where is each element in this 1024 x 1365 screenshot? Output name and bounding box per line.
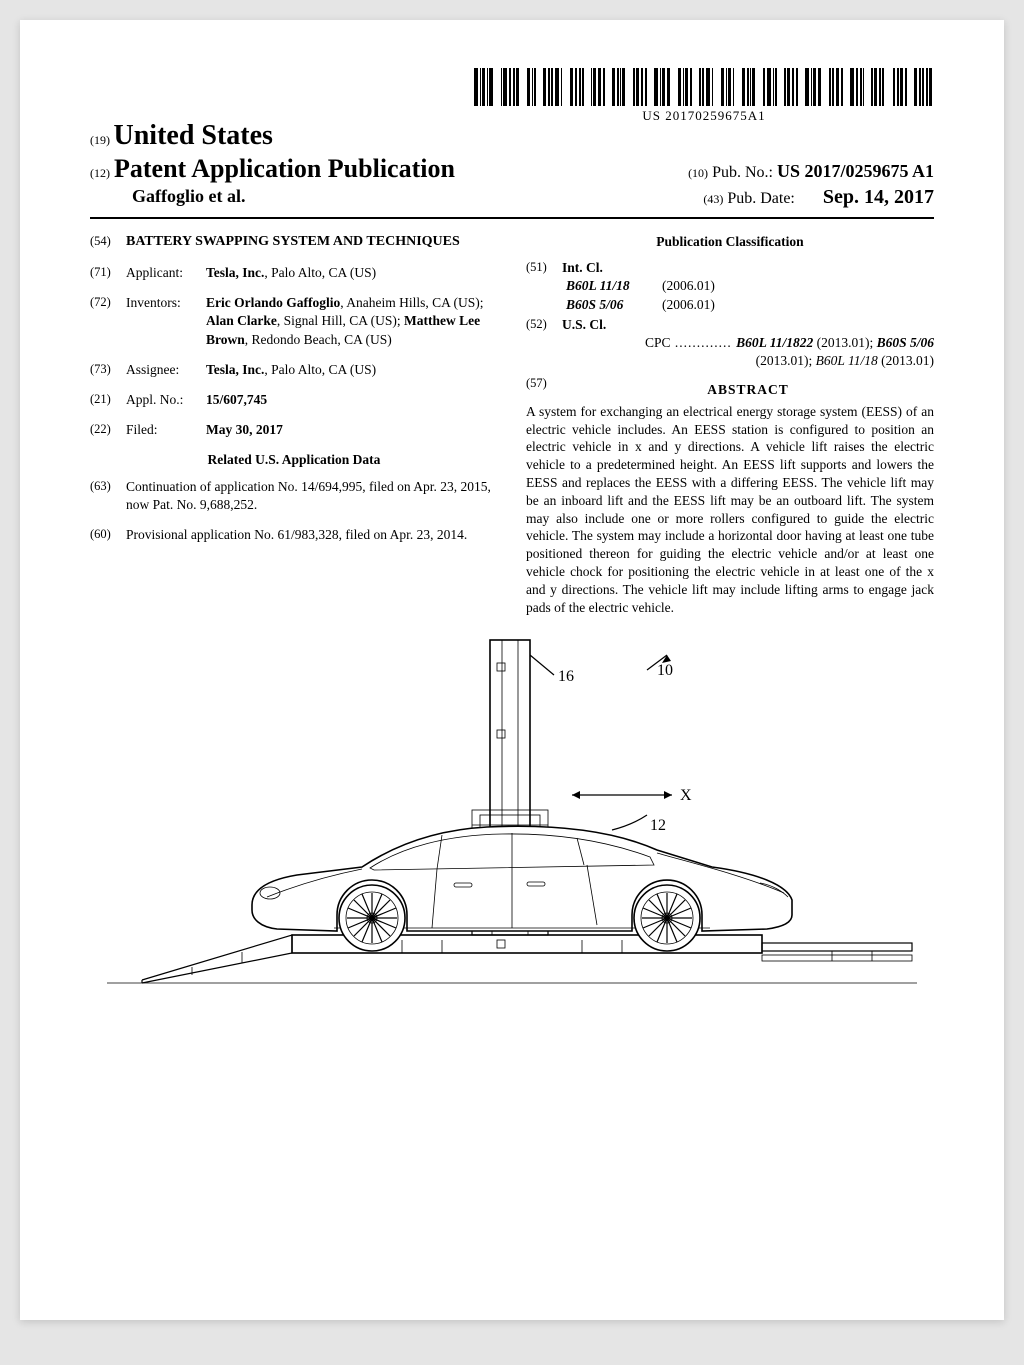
field-52-num: (52) — [526, 316, 562, 371]
intcl-label: Int. Cl. — [562, 259, 934, 277]
field-21-num: (21) — [90, 391, 126, 409]
field-72-label: Inventors: — [126, 294, 206, 349]
intcl-row: B60S 5/06 (2006.01) — [562, 296, 934, 314]
field-12-num: (12) — [90, 166, 110, 180]
invention-title: BATTERY SWAPPING SYSTEM AND TECHNIQUES — [126, 233, 498, 252]
inventors: Eric Orlando Gaffoglio, Anaheim Hills, C… — [206, 294, 498, 349]
barcode-block: US 20170259675A1 — [474, 68, 934, 124]
right-column: Publication Classification (51) Int. Cl.… — [526, 233, 934, 617]
ref-12: 12 — [650, 817, 666, 834]
barcode — [474, 68, 934, 106]
field-51-num: (51) — [526, 259, 562, 314]
abstract-head: ABSTRACT — [562, 381, 934, 399]
pubdate-label: Pub. Date: — [727, 190, 795, 207]
pubno-value: US 2017/0259675 A1 — [777, 161, 934, 181]
pubdate-value: Sep. 14, 2017 — [823, 186, 934, 208]
pubno-num: (10) — [688, 166, 708, 180]
field-73-num: (73) — [90, 361, 126, 379]
assignee: Tesla, Inc., Palo Alto, CA (US) — [206, 361, 498, 379]
field-21-label: Appl. No.: — [126, 391, 206, 409]
cpc-line: CPC ............. B60L 11/1822 (2013.01)… — [562, 334, 934, 352]
field-60-num: (60) — [90, 526, 126, 544]
barcode-number: US 20170259675A1 — [474, 108, 934, 124]
document-header: (19) United States (12) Patent Applicati… — [90, 120, 934, 219]
abstract-body: A system for exchanging an electrical en… — [526, 403, 934, 617]
filed-date: May 30, 2017 — [206, 421, 498, 439]
field-57-num: (57) — [526, 375, 562, 403]
field-73-label: Assignee: — [126, 361, 206, 379]
figure-svg: 16 10 X 12 — [102, 635, 922, 1015]
ref-10: 10 — [657, 662, 673, 679]
country: United States — [114, 120, 273, 151]
patent-page: US 20170259675A1 (19) United States (12)… — [20, 20, 1004, 1320]
field-54-num: (54) — [90, 233, 126, 252]
cpc-line: (2013.01); B60L 11/18 (2013.01) — [562, 352, 934, 370]
uscl-label: U.S. Cl. — [562, 316, 934, 334]
applicant: Tesla, Inc., Palo Alto, CA (US) — [206, 264, 498, 282]
header-rule — [90, 217, 934, 219]
field-72-num: (72) — [90, 294, 126, 349]
two-column-body: (54) BATTERY SWAPPING SYSTEM AND TECHNIQ… — [90, 233, 934, 617]
appl-no: 15/607,745 — [206, 391, 498, 409]
related-data-head: Related U.S. Application Data — [90, 451, 498, 469]
intcl-row: B60L 11/18 (2006.01) — [562, 277, 934, 295]
ref-16: 16 — [558, 668, 574, 685]
axis-x: X — [680, 787, 692, 804]
field-63-num: (63) — [90, 478, 126, 514]
authors: Gaffoglio et al. — [90, 186, 245, 209]
front-wheel-icon — [634, 885, 700, 951]
field-22-num: (22) — [90, 421, 126, 439]
rear-wheel-icon — [339, 885, 405, 951]
pubdate-num: (43) — [703, 192, 723, 206]
field-19-num: (19) — [90, 133, 110, 147]
field-22-label: Filed: — [126, 421, 206, 439]
left-column: (54) BATTERY SWAPPING SYSTEM AND TECHNIQ… — [90, 233, 498, 617]
field-71-num: (71) — [90, 264, 126, 282]
continuation: Continuation of application No. 14/694,9… — [126, 478, 498, 514]
provisional: Provisional application No. 61/983,328, … — [126, 526, 498, 544]
field-71-label: Applicant: — [126, 264, 206, 282]
patent-figure: 16 10 X 12 — [90, 635, 934, 1015]
doc-type: Patent Application Publication — [114, 154, 455, 183]
pub-classification-head: Publication Classification — [526, 233, 934, 251]
pubno-label: Pub. No.: — [712, 164, 773, 181]
